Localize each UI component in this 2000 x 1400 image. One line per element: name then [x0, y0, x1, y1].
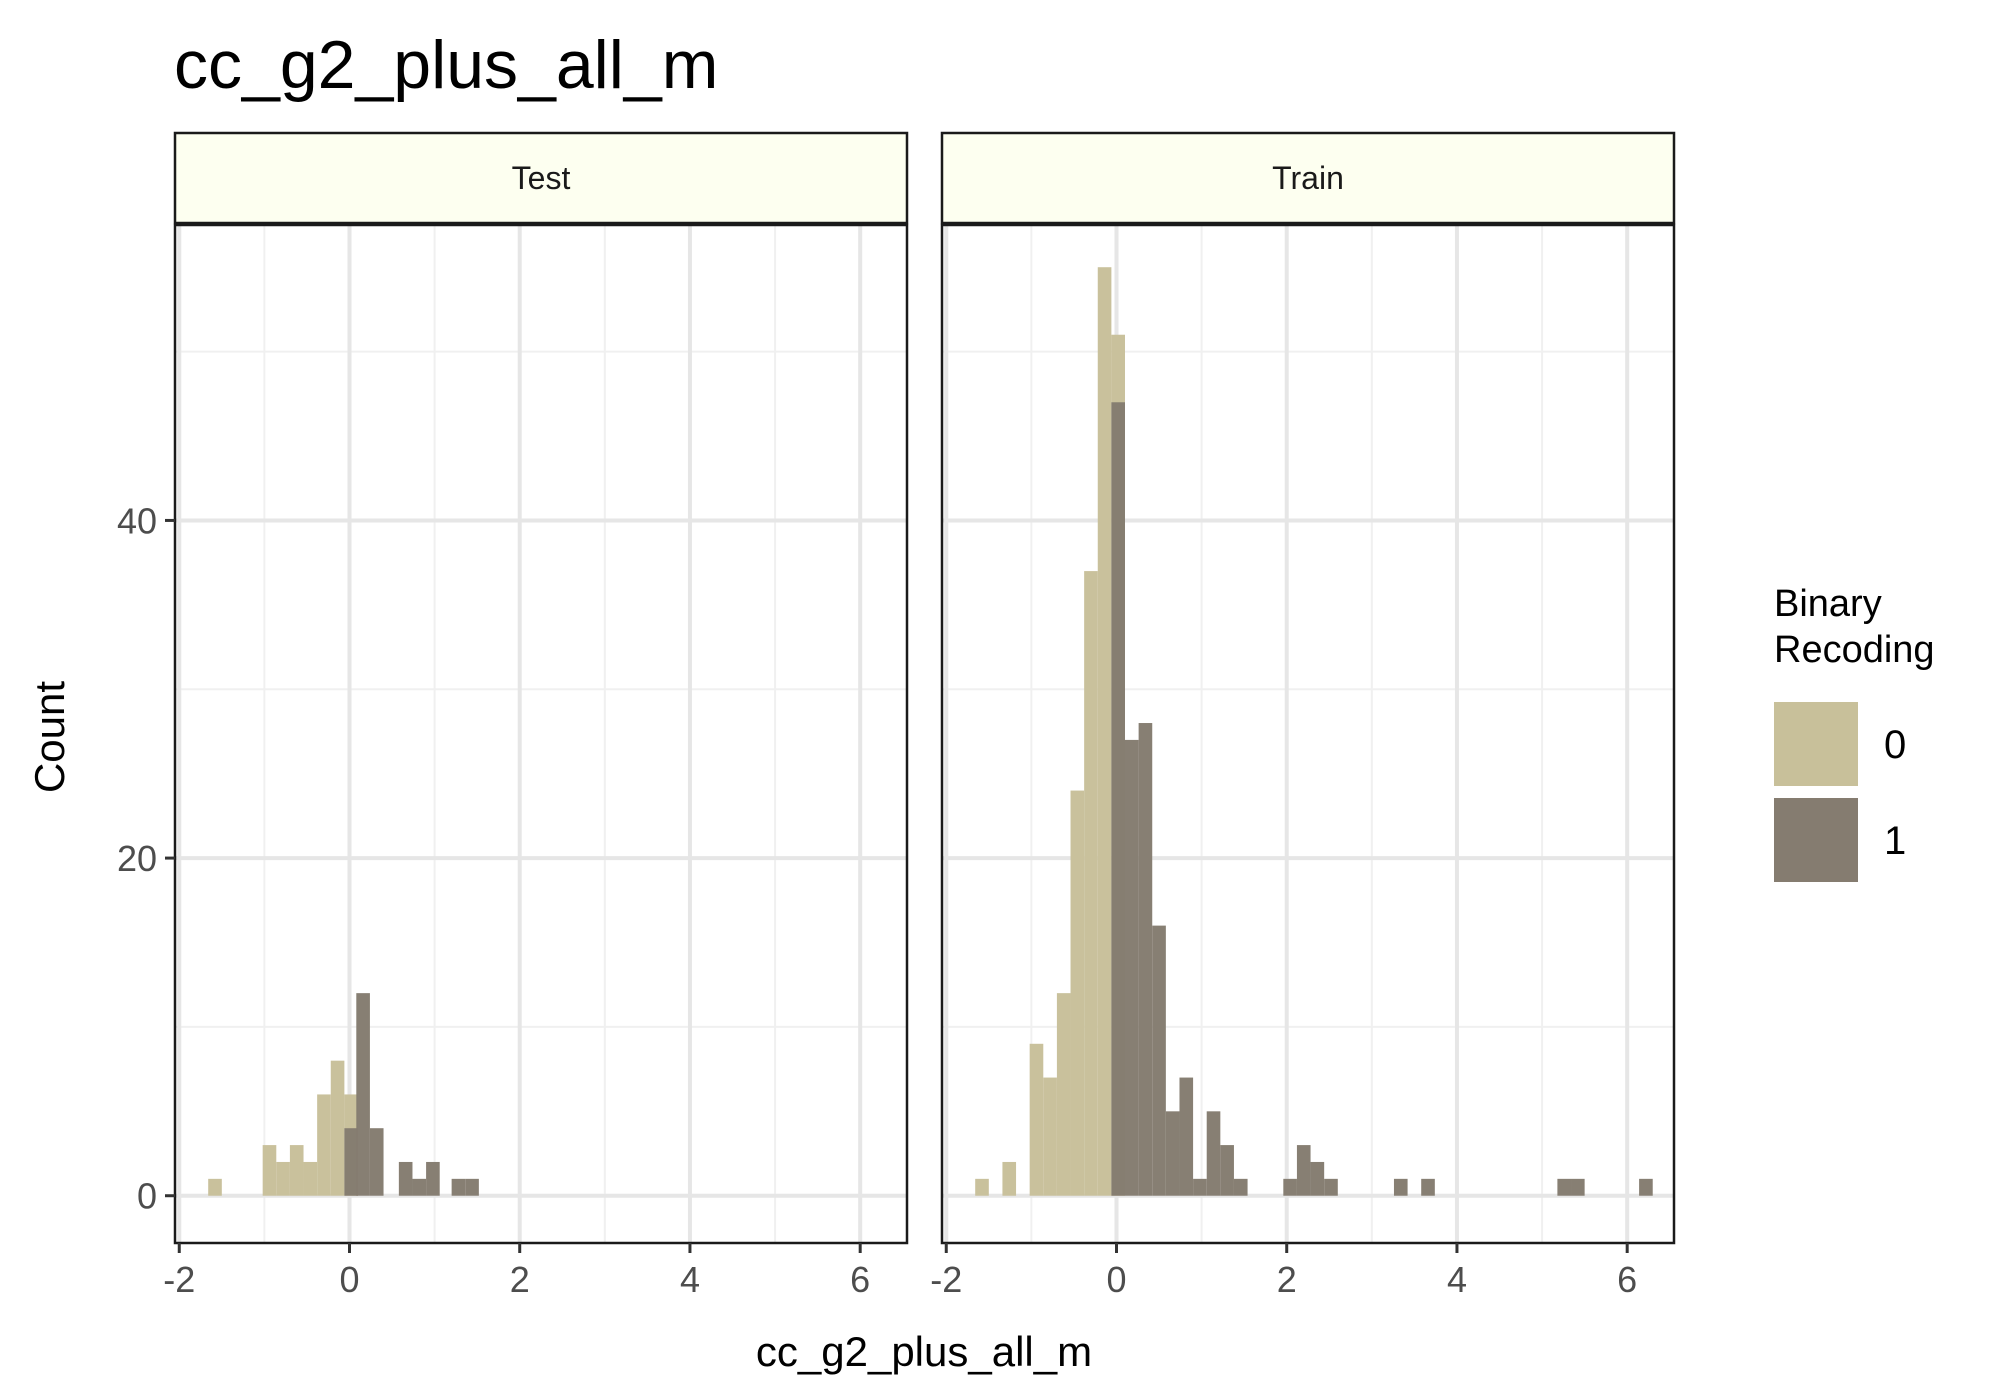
legend-title: Binary Recoding [1774, 583, 1935, 671]
histogram-bar-series-1 [1179, 1077, 1194, 1196]
histogram-bar-series-1 [465, 1178, 479, 1196]
histogram-bar-series-0 [330, 1060, 345, 1196]
facet-panel-test: Test -2 0 2 4 6 [163, 131, 909, 1300]
histogram-bar-series-1 [1165, 1111, 1180, 1196]
histogram-bar-series-0 [208, 1178, 222, 1196]
x-tick-label: 6 [1617, 1259, 1637, 1300]
x-tick-label: 4 [680, 1259, 700, 1300]
legend-key-1 [1774, 798, 1858, 882]
legend-label-1: 1 [1884, 819, 1906, 863]
x-tick-label: -2 [163, 1259, 195, 1300]
legend-key-0 [1774, 702, 1858, 786]
histogram-bar-series-1 [451, 1178, 466, 1196]
histogram-bar-series-1 [1233, 1178, 1248, 1196]
x-tick-label: -2 [930, 1259, 962, 1300]
x-tick-label: 4 [1447, 1259, 1467, 1300]
facet-strip-label: Test [512, 160, 571, 196]
histogram-bar-series-1 [1220, 1145, 1234, 1196]
histogram-bar-series-0 [303, 1161, 318, 1196]
histogram-bar-series-0 [1002, 1161, 1017, 1196]
histogram-bar-series-1 [1283, 1178, 1297, 1196]
histogram-bar-series-0 [1070, 790, 1085, 1196]
facet-strip-label: Train [1272, 160, 1344, 196]
histogram-bar-series-1 [1393, 1178, 1408, 1196]
legend-title-line: Recoding [1774, 629, 1935, 671]
x-tick-label: 2 [510, 1259, 530, 1300]
histogram-bar-series-1 [1138, 723, 1153, 1196]
histogram-bar-series-0 [289, 1145, 304, 1196]
histogram-bar-series-1 [1324, 1178, 1338, 1196]
facet-strip [173, 131, 909, 225]
histogram-bar-series-1 [1206, 1111, 1221, 1196]
histogram-bar-series-1 [1310, 1161, 1325, 1196]
histogram-bar-series-1 [398, 1161, 413, 1196]
legend: Binary Recoding 01 [1772, 583, 1935, 884]
y-tick-label: 0 [137, 1176, 157, 1217]
histogram-bar-series-1 [1557, 1178, 1572, 1196]
histogram-bar-series-1 [1111, 402, 1125, 1196]
histogram-bar-series-0 [1084, 571, 1098, 1196]
histogram-bar-series-1 [369, 1128, 384, 1196]
x-tick-label: 0 [339, 1259, 359, 1300]
x-tick-label: 0 [1106, 1259, 1126, 1300]
histogram-bar-series-0 [1043, 1077, 1057, 1196]
histogram-bar-series-0 [1056, 993, 1071, 1196]
x-tick-label: 6 [850, 1259, 870, 1300]
histogram-bar-series-1 [412, 1178, 427, 1196]
panel-border [173, 223, 909, 1245]
y-tick-label: 20 [117, 838, 157, 879]
histogram-bar-series-1 [1421, 1178, 1435, 1196]
histogram-bar-series-1 [1296, 1145, 1311, 1196]
panel-border [940, 223, 1676, 1245]
histogram-bar-series-1 [426, 1161, 440, 1196]
histogram-bar-series-1 [1193, 1178, 1207, 1196]
legend-label-0: 0 [1884, 723, 1906, 767]
facet-panel-train: Train -2 0 2 4 6 [930, 131, 1676, 1300]
panel-background [175, 225, 907, 1243]
y-tick-label: 40 [117, 500, 157, 541]
histogram-bar-series-1 [1125, 739, 1139, 1196]
facet-panels: Test -2 0 2 4 6 Train -2 0 2 4 6 [163, 131, 1676, 1300]
histogram-bar-series-1 [1571, 1178, 1585, 1196]
histogram-bar-series-1 [1639, 1178, 1653, 1196]
x-tick-label: 2 [1277, 1259, 1297, 1300]
y-axis: 0 20 40 [117, 500, 175, 1217]
histogram-bar-series-0 [1029, 1043, 1044, 1196]
histogram-bar-series-1 [1152, 925, 1166, 1196]
x-axis-title: cc_g2_plus_all_m [756, 1328, 1092, 1375]
histogram-bar-series-0 [1097, 267, 1112, 1196]
histogram-bar-series-0 [975, 1178, 989, 1196]
y-axis-title: Count [26, 681, 73, 793]
histogram-bar-series-0 [262, 1145, 277, 1196]
histogram-bar-series-0 [317, 1094, 331, 1196]
histogram-bar-series-1 [356, 993, 370, 1196]
legend-items: 01 [1772, 700, 1906, 884]
facet-strip [940, 131, 1676, 225]
histogram-bar-series-1 [344, 1128, 358, 1196]
chart-title: cc_g2_plus_all_m [174, 27, 718, 103]
histogram-bar-series-0 [276, 1161, 290, 1196]
legend-title-line: Binary [1774, 583, 1882, 625]
